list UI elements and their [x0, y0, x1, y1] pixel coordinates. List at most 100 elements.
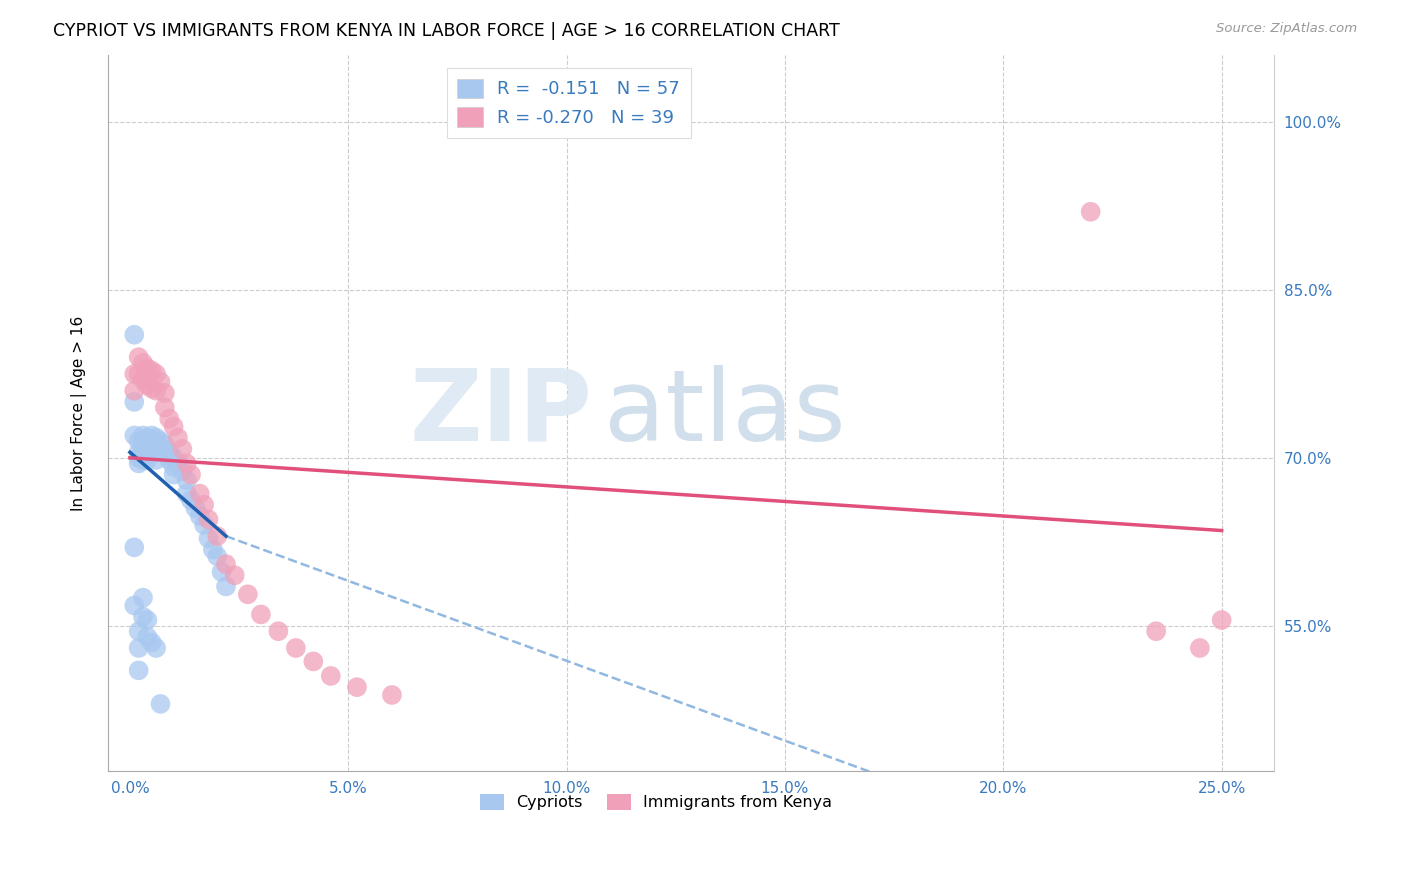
Point [193, 518, 215, 533]
Point [201, 542, 224, 557]
Point [188, 486, 211, 500]
Point [184, 501, 207, 516]
Point [136, 613, 159, 627]
Point [197, 532, 219, 546]
Point [136, 437, 159, 451]
Point [136, 431, 159, 445]
Point [153, 437, 176, 451]
Point [162, 459, 184, 474]
Point [207, 529, 229, 543]
Point [124, 384, 146, 398]
Point [132, 434, 155, 448]
Point [128, 445, 150, 459]
Point [180, 493, 202, 508]
Legend: Cypriots, Immigrants from Kenya: Cypriots, Immigrants from Kenya [474, 788, 839, 817]
Point [132, 356, 155, 370]
Point [145, 431, 167, 445]
Point [141, 635, 163, 649]
Point [1211, 613, 1233, 627]
Point [128, 434, 150, 448]
Point [132, 445, 155, 459]
Point [132, 591, 155, 605]
Point [176, 457, 198, 471]
Point [141, 428, 163, 442]
Point [141, 363, 163, 377]
Point [145, 445, 167, 459]
Point [302, 654, 325, 668]
Point [141, 445, 163, 459]
Point [236, 587, 259, 601]
Point [172, 442, 194, 456]
Point [132, 440, 155, 454]
Y-axis label: In Labor Force | Age > 16: In Labor Force | Age > 16 [72, 316, 87, 511]
Point [157, 445, 180, 459]
Point [132, 609, 155, 624]
Point [197, 512, 219, 526]
Point [176, 486, 198, 500]
Point [172, 464, 194, 478]
Point [136, 378, 159, 392]
Point [145, 384, 167, 398]
Point [167, 457, 190, 471]
Point [193, 498, 215, 512]
Point [149, 697, 172, 711]
Point [136, 453, 159, 467]
Point [136, 445, 159, 459]
Point [124, 395, 146, 409]
Point [153, 386, 176, 401]
Point [124, 327, 146, 342]
Point [141, 437, 163, 451]
Point [250, 607, 273, 622]
Point [284, 640, 307, 655]
Point [157, 411, 180, 425]
Point [215, 579, 238, 593]
Point [1144, 624, 1167, 639]
Point [1188, 640, 1211, 655]
Point [128, 350, 150, 364]
Point [1080, 204, 1102, 219]
Point [136, 630, 159, 644]
Point [149, 442, 172, 456]
Point [149, 375, 172, 389]
Point [124, 367, 146, 381]
Point [128, 624, 150, 639]
Point [188, 508, 211, 523]
Text: ZIP: ZIP [409, 365, 592, 461]
Point [319, 669, 342, 683]
Text: Source: ZipAtlas.com: Source: ZipAtlas.com [1216, 22, 1357, 36]
Text: atlas: atlas [603, 365, 845, 461]
Point [128, 367, 150, 381]
Point [128, 640, 150, 655]
Point [128, 457, 150, 471]
Point [145, 367, 167, 381]
Point [224, 568, 246, 582]
Point [153, 401, 176, 415]
Point [124, 428, 146, 442]
Point [145, 640, 167, 655]
Point [176, 473, 198, 487]
Point [167, 431, 190, 445]
Point [141, 382, 163, 396]
Point [267, 624, 290, 639]
Point [124, 541, 146, 555]
Point [162, 467, 184, 482]
Point [145, 453, 167, 467]
Point [145, 440, 167, 454]
Point [207, 549, 229, 564]
Point [157, 453, 180, 467]
Point [132, 453, 155, 467]
Point [211, 565, 233, 579]
Point [346, 680, 368, 694]
Point [136, 361, 159, 376]
Point [124, 599, 146, 613]
Point [180, 467, 202, 482]
Point [128, 450, 150, 465]
Point [132, 428, 155, 442]
Point [381, 688, 404, 702]
Point [215, 557, 238, 571]
Point [162, 419, 184, 434]
Point [149, 434, 172, 448]
Point [128, 664, 150, 678]
Text: CYPRIOT VS IMMIGRANTS FROM KENYA IN LABOR FORCE | AGE > 16 CORRELATION CHART: CYPRIOT VS IMMIGRANTS FROM KENYA IN LABO… [53, 22, 841, 40]
Point [153, 445, 176, 459]
